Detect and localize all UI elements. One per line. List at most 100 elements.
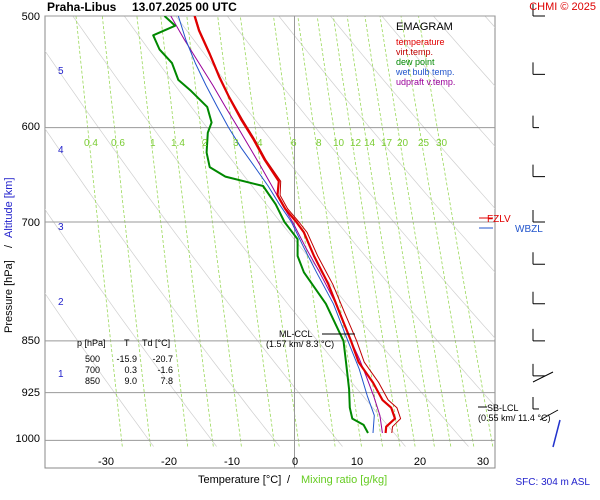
fzlv-label: FZLV (487, 214, 511, 225)
pressure-tick-925: 925 (22, 387, 40, 399)
pressure-tick-1000: 1000 (16, 433, 40, 445)
ylabel-separator: / (3, 244, 15, 248)
sb-lcl-value: (0.55 km/ 11.4 °C) (478, 413, 550, 423)
table-cell: -15.9 (116, 354, 137, 364)
legend-temperature: temperature (396, 37, 445, 47)
station-title: Praha-Libus (47, 0, 117, 14)
background-grid (45, 16, 600, 468)
dry-adiabat (536, 16, 600, 447)
table-cell: 0.3 (124, 365, 137, 375)
datetime-title: 13.07.2025 00 UTC (132, 0, 237, 14)
dry-adiabat (330, 16, 495, 209)
xlabel-separator: / (287, 474, 291, 486)
dry-adiabat (227, 16, 495, 339)
credit-label: CHMI © 2025 (529, 1, 596, 13)
temp-tick-minus10: -10 (224, 456, 240, 468)
dry-adiabat (588, 16, 600, 447)
temp-tick-10: 10 (351, 456, 363, 468)
dry-adiabat (381, 16, 495, 147)
xlabel-temperature: Temperature [°C] (198, 474, 281, 486)
mixing-ratio-line (297, 16, 362, 447)
altitude-tick-3: 3 (58, 222, 64, 233)
ylabel-altitude: Altitude [km] (3, 177, 15, 238)
altitude-tick-2: 2 (58, 297, 64, 308)
mix-label: 0.6 (111, 138, 125, 149)
mixing-ratio-line (364, 16, 435, 447)
mixing-ratio-line (186, 16, 242, 447)
mixing-ratio-labels: 0.4 0.6 1 1.4 2 3 4 6 8 10 12 14 17 20 2… (84, 138, 448, 149)
dry-adiabat (278, 16, 495, 273)
sb-lcl-label: SB-LCL (487, 403, 519, 413)
table-header-td: Td [°C] (142, 338, 170, 348)
surface-wind-indicator (552, 419, 561, 448)
table-cell: 500 (85, 354, 100, 364)
mix-label: 25 (418, 138, 430, 149)
wbzl-label: WBZL (515, 224, 543, 235)
profile-series (152, 16, 402, 434)
altitude-tick-1: 1 (58, 369, 64, 380)
temp-tick-30: 30 (477, 456, 489, 468)
mix-label: 1 (150, 138, 156, 149)
xlabel-mixing-ratio: Mixing ratio [g/kg] (301, 474, 387, 486)
mixing-ratio-line (346, 16, 416, 447)
table-cell: 850 (85, 376, 100, 386)
mix-label: 0.4 (84, 138, 98, 149)
isobars (45, 15, 495, 441)
ylabel-pressure: Pressure [hPa] (3, 260, 15, 333)
mixing-ratio-line (136, 16, 189, 447)
legend-dew-point: dew point (396, 57, 435, 67)
legend-wet-bulb: wet bulb temp. (395, 67, 455, 77)
mix-label: 12 (350, 138, 362, 149)
mix-label: 20 (397, 138, 409, 149)
pressure-tick-500: 500 (22, 11, 40, 23)
wind-barb-staff (532, 371, 554, 383)
temp-tick-0: 0 (292, 456, 298, 468)
legend-virt-temp: virt.temp. (396, 47, 433, 57)
mixing-ratio-line (101, 16, 151, 447)
wind-barb-staff (539, 409, 559, 421)
table-cell: 9.0 (124, 376, 137, 386)
table-cell: -1.6 (157, 365, 173, 375)
altitude-tick-5: 5 (58, 66, 64, 77)
mixing-ratio-line (160, 16, 214, 447)
table-header-t: T (124, 338, 130, 348)
series-dew-point (152, 16, 369, 434)
surface-elevation: SFC: 304 m ASL (516, 477, 591, 488)
series-temperature (193, 16, 397, 434)
pressure-tick-850: 850 (22, 335, 40, 347)
mixing-ratio-line (418, 16, 494, 447)
mix-label: 17 (381, 138, 393, 149)
pressure-tick-700: 700 (22, 217, 40, 229)
mix-label: 1.4 (171, 138, 185, 149)
table-header-p: p [hPa] (77, 338, 106, 348)
table-cell: 7.8 (160, 376, 173, 386)
temp-tick-minus30: -30 (98, 456, 114, 468)
legend-title: EMAGRAM (396, 21, 453, 33)
mix-label: 6 (291, 138, 297, 149)
mixing-ratio-line (316, 16, 383, 447)
mix-label: 2 (202, 138, 208, 149)
wind-barbs (532, 4, 561, 448)
ml-ccl-label: ML-CCL (279, 329, 313, 339)
mixing-ratio-line (239, 16, 300, 447)
series-wet-bulb-temp (177, 16, 375, 434)
temp-tick-minus20: -20 (161, 456, 177, 468)
legend-updraft: udpraft v.temp. (396, 77, 455, 87)
mix-label: 10 (333, 138, 345, 149)
mixing-ratio-line (379, 16, 452, 447)
mix-label: 4 (257, 138, 263, 149)
mixing-ratio-line (332, 16, 401, 447)
mix-label: 8 (316, 138, 322, 149)
level-table: p [hPa] T Td [°C] 500 -15.9 -20.7 700 0.… (77, 338, 173, 386)
mixing-ratio-line (217, 16, 276, 447)
pressure-tick-600: 600 (22, 121, 40, 133)
mixing-ratio-line (273, 16, 336, 447)
mixing-ratio-line (75, 16, 123, 447)
ml-ccl-value: (1.57 km/ 8.3 °C) (266, 339, 334, 349)
table-cell: -20.7 (152, 354, 173, 364)
temp-tick-20: 20 (414, 456, 426, 468)
table-cell: 700 (85, 365, 100, 375)
mixing-ratio-line (400, 16, 475, 447)
altitude-tick-4: 4 (58, 145, 64, 156)
